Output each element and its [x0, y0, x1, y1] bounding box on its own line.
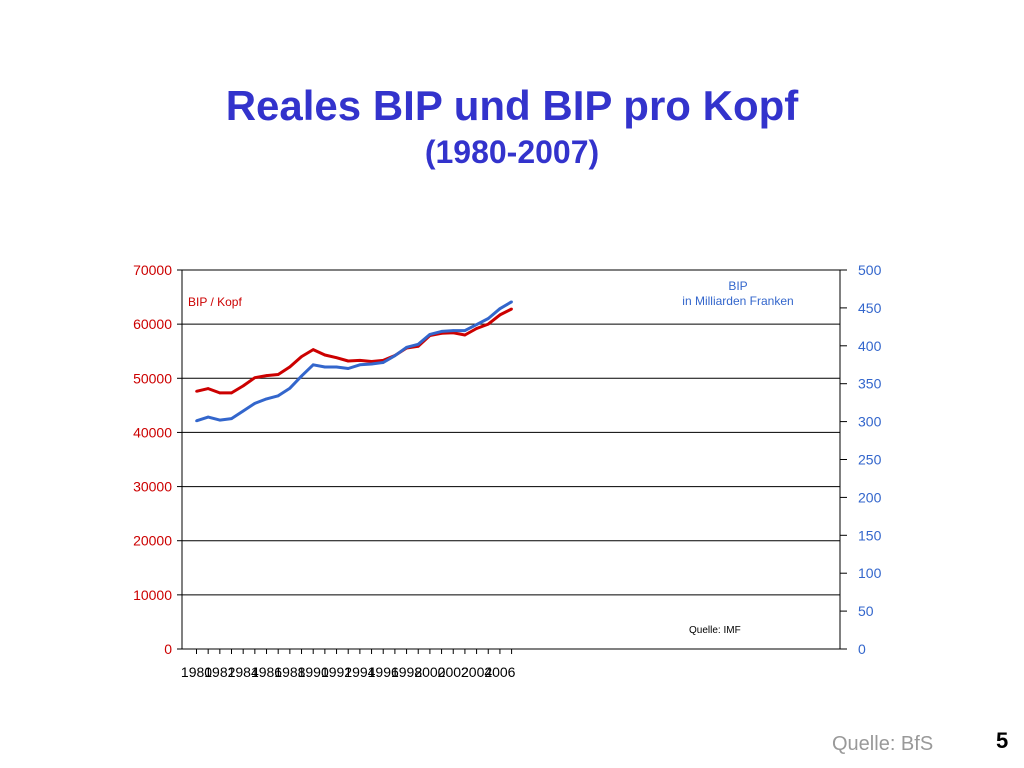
data-point: [381, 361, 385, 364]
data-point: [230, 391, 233, 395]
series-line-1: [196, 307, 513, 395]
data-point: [510, 307, 513, 311]
y-right-tick-label: 400: [858, 338, 882, 354]
data-point: [195, 419, 198, 423]
y-left-tick-label: 20000: [133, 533, 172, 549]
x-tick-label: 2000: [414, 664, 445, 680]
data-point: [393, 354, 397, 357]
data-point: [405, 346, 408, 349]
y-left-tick-label: 30000: [133, 479, 172, 495]
y-right-tick-label: 100: [858, 565, 882, 581]
y-right-tick-label: 150: [858, 527, 882, 543]
x-tick-label: 1994: [344, 664, 375, 680]
x-tick-label: 1996: [368, 664, 399, 680]
data-point: [300, 374, 303, 378]
title: Reales BIP und BIP pro Kopf: [225, 82, 799, 129]
y-right-tick-label: 300: [858, 414, 882, 430]
data-point: [276, 373, 280, 376]
data-point: [253, 402, 257, 405]
subtitle: (1980-2007): [424, 134, 600, 170]
data-point: [440, 330, 443, 333]
data-point: [451, 329, 455, 332]
y-right-tick-label: 450: [858, 300, 882, 316]
data-point: [475, 327, 478, 330]
data-point: [498, 307, 502, 310]
data-point: [463, 329, 467, 332]
series-label-line: BIP: [728, 279, 747, 293]
data-point: [218, 391, 222, 395]
series-label-line: in Milliarden Franken: [682, 294, 793, 308]
data-point: [335, 356, 338, 360]
data-point: [195, 389, 198, 393]
data-point: [358, 363, 362, 367]
page-number: 5: [996, 728, 1009, 753]
data-point: [335, 365, 338, 369]
data-point: [463, 333, 467, 337]
slide-title: Reales BIP und BIP pro Kopf (1980-2007): [0, 80, 1024, 172]
data-point: [510, 300, 513, 304]
x-tick-label: 1982: [204, 664, 235, 680]
data-point: [475, 323, 478, 326]
data-point: [265, 397, 268, 401]
data-point: [206, 387, 210, 390]
y-left-tick-label: 10000: [133, 587, 172, 603]
x-tick-label: 2006: [484, 664, 515, 680]
series-label-bip-kopf: BIP / Kopf: [188, 295, 242, 309]
series-line-2: [196, 300, 513, 423]
data-point: [498, 313, 502, 317]
data-point: [300, 355, 303, 358]
x-tick-label: 1992: [321, 664, 352, 680]
x-tick-label: 1988: [274, 664, 305, 680]
y-right-tick-label: 500: [858, 262, 882, 278]
data-point: [288, 365, 292, 369]
data-point: [451, 331, 455, 335]
y-right-tick-label: 250: [858, 452, 882, 468]
y-left-tick-label: 50000: [133, 370, 172, 386]
data-point: [323, 353, 327, 357]
data-point: [311, 348, 315, 351]
x-tick-label: 2004: [461, 664, 492, 680]
data-point: [416, 342, 420, 346]
data-point: [346, 359, 350, 363]
data-point: [241, 409, 245, 413]
x-tick-label: 2002: [438, 664, 469, 680]
data-point: [311, 363, 315, 367]
data-point: [323, 365, 327, 369]
data-point: [230, 417, 233, 420]
footer-source: Quelle: BfS: [832, 733, 934, 755]
data-point: [218, 418, 222, 422]
data-point: [253, 376, 257, 380]
y-left-tick-label: 40000: [133, 424, 172, 440]
y-left-tick-label: 0: [164, 641, 172, 657]
data-point: [346, 367, 350, 370]
data-point: [241, 384, 245, 388]
y-right-tick-label: 50: [858, 603, 874, 619]
data-point: [370, 362, 373, 366]
x-tick-label: 1986: [251, 664, 282, 680]
data-point: [428, 333, 432, 336]
data-point: [358, 359, 362, 362]
data-point: [486, 317, 490, 320]
chart-source-annotation: Quelle: IMF: [689, 625, 741, 636]
x-tick-label: 1998: [391, 664, 422, 680]
y-right-tick-label: 200: [858, 489, 882, 505]
y-left-tick-label: 60000: [133, 316, 172, 332]
y-left-tick-label: 70000: [133, 262, 172, 278]
y-right-tick-label: 350: [858, 376, 882, 392]
series-label-bip: BIP in Milliarden Franken: [682, 279, 793, 308]
x-tick-label: 1990: [298, 664, 329, 680]
data-point: [206, 415, 210, 419]
data-point: [486, 322, 490, 326]
x-tick-label: 1980: [181, 664, 212, 680]
data-point: [370, 360, 373, 363]
x-tick-label: 1984: [228, 664, 259, 680]
data-point: [276, 394, 280, 398]
y-right-tick-label: 0: [858, 641, 866, 657]
data-point: [288, 386, 292, 390]
data-point: [265, 374, 268, 377]
